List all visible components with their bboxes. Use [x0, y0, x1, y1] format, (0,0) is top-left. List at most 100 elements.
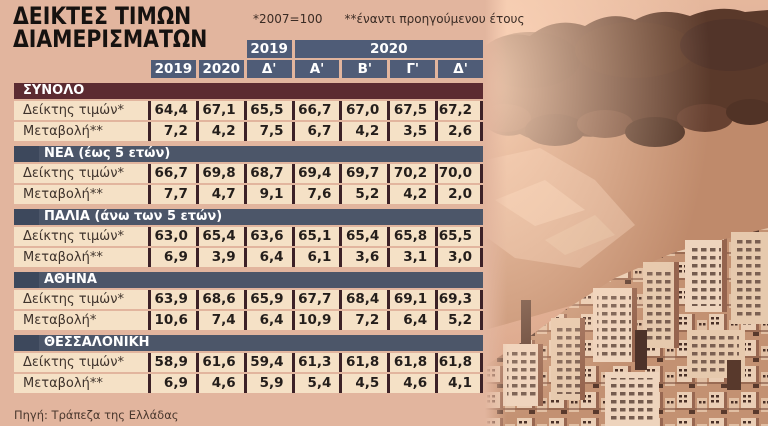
value-cell: 65,5: [435, 227, 483, 246]
value-cell: 7,2: [339, 311, 388, 330]
value-cell: 65,9: [243, 290, 292, 309]
table-row: Μεταβολή** 7,2 4,2 7,5 6,7 4,2 3,5 2,6: [14, 122, 483, 141]
value-cell: 5,4: [291, 374, 340, 393]
value-cell: 65,4: [339, 227, 388, 246]
value-cell: 6,4: [243, 248, 292, 267]
value-cell: 4,5: [339, 374, 388, 393]
section-header: ΘΕΣΣΑΛΟΝΙΚΗ: [14, 335, 483, 351]
page-title: ΔΕΙΚΤΕΣ ΤΙΜΩΝ ΔΙΑΜΕΡΙΣΜΑΤΩΝ: [13, 2, 208, 53]
table-sections: ΣΥΝΟΛΟ Δείκτης τιμών* 64,4 67,1 65,5 66,7 67,0…: [14, 83, 483, 393]
value-cell: 6,4: [243, 311, 292, 330]
value-cell: 3,5: [387, 122, 436, 141]
value-cell: 61,3: [291, 353, 340, 372]
table-section: ΝΕΑ (έως 5 ετών) Δείκτης τιμών* 66,7 69,8 68…: [14, 146, 483, 204]
table-row: Δείκτης τιμών* 66,7 69,8 68,7 69,4 69,7 70,2 70…: [14, 164, 483, 183]
value-cell: 66,7: [148, 164, 196, 183]
value-cell: 67,7: [291, 290, 340, 309]
value-cell: 67,5: [387, 101, 436, 120]
column-header-q1-2020: Α': [291, 60, 340, 78]
value-cell: 69,8: [195, 164, 244, 183]
value-cell: 65,8: [387, 227, 436, 246]
value-cell: 4,7: [195, 185, 244, 204]
column-header-row: 2019 2020 Δ' Α' Β' Γ' Δ': [14, 60, 483, 78]
value-cell: 64,4: [148, 101, 196, 120]
row-label: Μεταβολή*: [14, 311, 148, 330]
header-spacer: [14, 60, 148, 78]
value-cell: 4,1: [435, 374, 483, 393]
price-index-table: 2019 2020 2019 2020 Δ' Α' Β' Γ' Δ' ΣΥΝΟΛ…: [14, 40, 483, 395]
page-title-line1: ΔΕΙΚΤΕΣ ΤΙΜΩΝ: [13, 2, 192, 30]
table-row: Δείκτης τιμών* 58,9 61,6 59,4 61,3 61,8 61,8 61…: [14, 353, 483, 372]
value-cell: 4,2: [195, 122, 244, 141]
value-cell: 7,6: [291, 185, 340, 204]
value-cell: 63,6: [243, 227, 292, 246]
value-cell: 63,0: [148, 227, 196, 246]
table-row: Μεταβολή** 7,7 4,7 9,1 7,6 5,2 4,2 2,0: [14, 185, 483, 204]
value-cell: 65,5: [243, 101, 292, 120]
athens-cityscape-photo: [485, 0, 768, 426]
value-cell: 63,9: [148, 290, 196, 309]
value-cell: 5,2: [339, 185, 388, 204]
note-yoy: **έναντι προηγούμενου έτους: [344, 12, 525, 26]
value-cell: 65,4: [195, 227, 244, 246]
note-base-year: *2007=100: [253, 12, 323, 26]
row-label: Μεταβολή**: [14, 122, 148, 141]
table-row: Δείκτης τιμών* 64,4 67,1 65,5 66,7 67,0 67,5 67…: [14, 101, 483, 120]
value-cell: 10,9: [291, 311, 340, 330]
table-row: Δείκτης τιμών* 63,9 68,6 65,9 67,7 68,4 69,1 69…: [14, 290, 483, 309]
value-cell: 2,0: [435, 185, 483, 204]
table-section: ΣΥΝΟΛΟ Δείκτης τιμών* 64,4 67,1 65,5 66,7 67,0…: [14, 83, 483, 141]
value-cell: 65,1: [291, 227, 340, 246]
value-cell: 67,0: [339, 101, 388, 120]
table-row: Μεταβολή** 6,9 4,6 5,9 5,4 4,5 4,6 4,1: [14, 374, 483, 393]
value-cell: 69,4: [291, 164, 340, 183]
value-cell: 2,6: [435, 122, 483, 141]
row-label: Δείκτης τιμών*: [14, 290, 148, 309]
value-cell: 69,1: [387, 290, 436, 309]
value-cell: 66,7: [291, 101, 340, 120]
value-cell: 3,1: [387, 248, 436, 267]
table-section: ΘΕΣΣΑΛΟΝΙΚΗ Δείκτης τιμών* 58,9 61,6 59,4 61,…: [14, 335, 483, 393]
section-header: ΝΕΑ (έως 5 ετών): [14, 146, 483, 162]
value-cell: 3,6: [339, 248, 388, 267]
footnotes: *2007=100 **έναντι προηγούμενου έτους: [253, 12, 525, 26]
value-cell: 61,8: [339, 353, 388, 372]
column-header-q4-2019: Δ': [243, 60, 292, 78]
source-note: Πηγή: Τράπεζα της Ελλάδας: [14, 408, 179, 422]
row-label: Δείκτης τιμών*: [14, 353, 148, 372]
value-cell: 68,6: [195, 290, 244, 309]
value-cell: 6,4: [387, 311, 436, 330]
table-section: ΑΘΗΝΑ Δείκτης τιμών* 63,9 68,6 65,9 67,7 68,4 6…: [14, 272, 483, 330]
value-cell: 7,7: [148, 185, 196, 204]
value-cell: 67,1: [195, 101, 244, 120]
value-cell: 4,2: [387, 185, 436, 204]
page-title-line2: ΔΙΑΜΕΡΙΣΜΑΤΩΝ: [13, 25, 208, 53]
value-cell: 9,1: [243, 185, 292, 204]
value-cell: 59,4: [243, 353, 292, 372]
value-cell: 69,3: [435, 290, 483, 309]
table-section: ΠΑΛΙΑ (άνω των 5 ετών) Δείκτης τιμών* 63,0…: [14, 209, 483, 267]
table-row: Μεταβολή* 10,6 7,4 6,4 10,9 7,2 6,4 5,2: [14, 311, 483, 330]
table-row: Δείκτης τιμών* 63,0 65,4 63,6 65,1 65,4 65,8 65…: [14, 227, 483, 246]
section-header: ΣΥΝΟΛΟ: [14, 83, 483, 99]
value-cell: 4,2: [339, 122, 388, 141]
section-header: ΑΘΗΝΑ: [14, 272, 483, 288]
value-cell: 61,8: [387, 353, 436, 372]
value-cell: 67,2: [435, 101, 483, 120]
value-cell: 61,8: [435, 353, 483, 372]
year-band-row: 2019 2020: [14, 40, 483, 58]
band-spacer: [14, 40, 244, 58]
value-cell: 58,9: [148, 353, 196, 372]
column-header-2019: 2019: [148, 60, 196, 78]
value-cell: 6,9: [148, 374, 196, 393]
value-cell: 6,7: [291, 122, 340, 141]
column-header-q2-2020: Β': [339, 60, 388, 78]
row-label: Μεταβολή**: [14, 374, 148, 393]
value-cell: 6,9: [148, 248, 196, 267]
value-cell: 70,2: [387, 164, 436, 183]
row-label: Μεταβολή**: [14, 248, 148, 267]
row-label: Μεταβολή**: [14, 185, 148, 204]
column-header-q3-2020: Γ': [387, 60, 436, 78]
band-2019: 2019: [243, 40, 292, 58]
value-cell: 3,9: [195, 248, 244, 267]
